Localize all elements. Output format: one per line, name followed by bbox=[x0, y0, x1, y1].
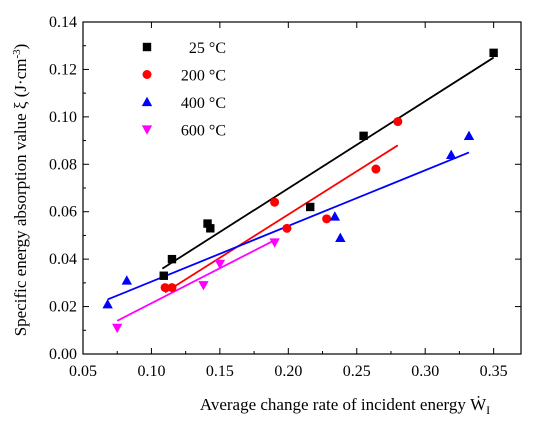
y-tick-label: 0.06 bbox=[49, 204, 77, 221]
y-tick-label: 0.04 bbox=[49, 251, 77, 268]
legend-marker-2 bbox=[141, 96, 153, 107]
legend: 25 °C 200 °C 400 °C 600 °C bbox=[141, 40, 226, 140]
legend-label-2: 400 °C bbox=[181, 95, 226, 112]
data-point-series-0 bbox=[359, 131, 368, 141]
fit-lines bbox=[107, 56, 495, 322]
y-axis-title: Specific energy absorption value ξ (J·cm… bbox=[11, 44, 30, 337]
data-point-series-0 bbox=[159, 271, 168, 280]
y-tick-label: 0.02 bbox=[49, 299, 77, 316]
fit-line-series-3 bbox=[116, 239, 276, 322]
legend-marker-3 bbox=[141, 125, 153, 135]
axis-ticks: 0.05 0.10 0.15 0.20 0.25 0.30 0.35 0.00 0.02 0.04… bbox=[49, 14, 521, 380]
fit-line-series-0 bbox=[161, 56, 495, 270]
data-points bbox=[102, 48, 498, 334]
data-point-series-1 bbox=[167, 283, 177, 293]
y-tick-label: 0.00 bbox=[49, 346, 77, 363]
x-tick-label: 0.05 bbox=[69, 363, 97, 380]
data-point-series-2 bbox=[335, 232, 346, 242]
data-point-series-1 bbox=[160, 283, 170, 293]
data-point-series-0 bbox=[489, 48, 498, 58]
data-point-series-2 bbox=[463, 130, 475, 140]
data-point-series-2 bbox=[445, 149, 457, 159]
data-point-series-1 bbox=[393, 117, 403, 127]
data-point-series-3 bbox=[112, 323, 123, 334]
legend-label-3: 600 °C bbox=[181, 123, 226, 140]
data-point-series-3 bbox=[269, 238, 280, 248]
legend-label-0: 25 °C bbox=[189, 40, 226, 57]
data-point-series-2 bbox=[102, 299, 113, 309]
data-point-series-0 bbox=[206, 224, 215, 233]
y-tick-label: 0.14 bbox=[49, 14, 77, 31]
data-point-series-1 bbox=[322, 214, 332, 224]
legend-marker-0 bbox=[142, 42, 152, 52]
x-tick-label: 0.20 bbox=[274, 363, 302, 380]
x-tick-label: 0.25 bbox=[343, 363, 371, 380]
y-tick-label: 0.10 bbox=[49, 109, 77, 126]
data-point-series-0 bbox=[203, 219, 212, 228]
data-point-series-1 bbox=[270, 197, 280, 207]
y-tick-label: 0.12 bbox=[49, 61, 77, 78]
data-point-series-1 bbox=[282, 223, 292, 233]
fit-line-series-1 bbox=[164, 144, 399, 294]
x-tick-label: 0.35 bbox=[480, 363, 508, 380]
data-point-series-3 bbox=[198, 281, 209, 291]
x-axis-title: Average change rate of incident energy Ẇ… bbox=[200, 395, 490, 417]
legend-marker-1 bbox=[142, 70, 152, 79]
data-point-series-2 bbox=[329, 211, 341, 221]
data-point-series-3 bbox=[214, 259, 226, 270]
y-axis-title-close: ) bbox=[11, 44, 30, 50]
data-point-series-2 bbox=[121, 275, 132, 285]
x-axis-title-subscript: I bbox=[486, 403, 490, 417]
x-tick-label: 0.15 bbox=[206, 363, 234, 380]
x-tick-label: 0.10 bbox=[137, 363, 165, 380]
data-point-series-1 bbox=[371, 164, 381, 174]
legend-label-1: 200 °C bbox=[181, 68, 226, 85]
data-point-series-0 bbox=[306, 202, 315, 212]
data-point-series-0 bbox=[167, 254, 177, 264]
y-axis-title-superscript: -3 bbox=[11, 49, 23, 59]
x-tick-label: 0.30 bbox=[411, 363, 439, 380]
y-tick-label: 0.08 bbox=[49, 156, 77, 173]
